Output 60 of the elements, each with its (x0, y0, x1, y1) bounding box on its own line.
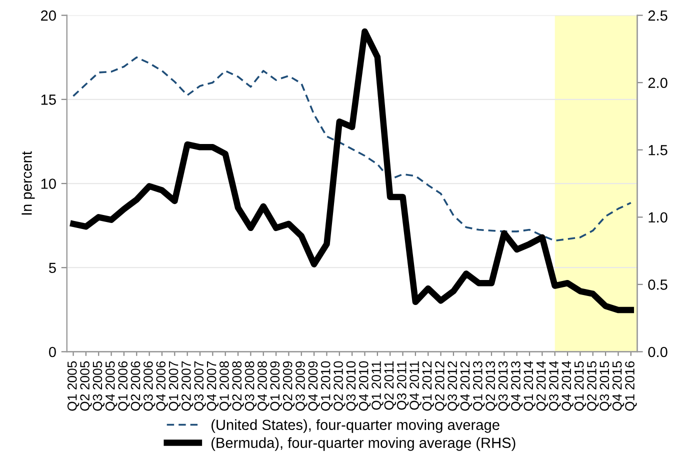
y-tick-label: 5 (48, 262, 56, 274)
x-tick-label: Q3 2011 (396, 361, 409, 410)
x-tick-label: Q3 2005 (92, 361, 105, 411)
x-tick-label: Q4 2015 (612, 361, 624, 411)
x-tick-label: Q3 2008 (244, 361, 257, 411)
x-tick-label: Q3 2010 (346, 361, 358, 411)
x-tick-label: Q2 2015 (587, 361, 599, 411)
y2-tick-label: 0.0 (648, 346, 668, 358)
x-tick-label: Q2 2009 (282, 361, 295, 411)
x-tick-label: Q2 2012 (435, 361, 447, 411)
x-tick-label: Q4 2013 (511, 361, 523, 411)
y2-tick-label: 2.5 (648, 10, 668, 21)
x-tick-label: Q4 2012 (460, 361, 472, 411)
y2-tick-label: 1.5 (648, 145, 668, 156)
x-tick-label: Q1 2011 (372, 361, 384, 410)
x-tick-label: Q4 2007 (206, 361, 219, 411)
x-tick-label: Q4 2006 (156, 361, 168, 411)
x-tick-label: Q1 2007 (168, 361, 181, 411)
legend-label: (Bermuda), four-quarter moving average (RHS) (212, 437, 516, 451)
x-tick-label: Q1 2016 (625, 361, 637, 411)
x-tick-label: Q3 2013 (498, 361, 510, 411)
x-tick-label: Q4 2008 (258, 361, 270, 411)
x-tick-label: Q3 2012 (448, 361, 460, 411)
x-tick-label: Q3 2009 (296, 361, 308, 411)
x-tick-label: Q2 2014 (536, 361, 548, 411)
x-tick-label: Q2 2005 (80, 361, 92, 411)
y-axis-title: In percent (22, 151, 35, 215)
x-tick-label: Q4 2005 (105, 361, 118, 411)
x-tick-label: Q2 2007 (182, 361, 194, 411)
x-tick-label: Q2 2013 (486, 361, 498, 411)
x-tick-label: Q1 2014 (524, 361, 536, 411)
x-tick-label: Q1 2010 (320, 361, 333, 411)
x-tick-label: Q3 2006 (144, 361, 156, 411)
x-tick-label: Q2 2006 (130, 361, 143, 411)
x-tick-label: Q4 2010 (358, 361, 371, 411)
x-tick-label: Q2 2010 (334, 361, 346, 411)
line-series (72, 56, 632, 242)
x-tick-label: Q2 2008 (232, 361, 244, 411)
x-tick-label: Q3 2015 (600, 361, 612, 411)
x-tick-label: Q1 2008 (220, 361, 232, 411)
x-tick-label: Q4 2011 (410, 361, 422, 410)
x-tick-label: Q3 2007 (194, 361, 206, 411)
x-tick-label: Q4 2009 (308, 361, 320, 411)
y2-tick-label: 0.5 (648, 280, 668, 290)
x-tick-label: Q1 2006 (118, 361, 130, 411)
y-tick-label: 15 (41, 94, 56, 105)
y2-tick-label: 2.0 (648, 78, 668, 88)
y-tick-label: 20 (41, 10, 56, 21)
x-tick-label: Q1 2012 (422, 361, 434, 411)
y-tick-label: 0 (48, 346, 56, 358)
x-tick-label: Q1 2005 (67, 361, 80, 411)
x-tick-label: Q2 2011 (384, 361, 396, 410)
x-tick-label: Q1 2009 (270, 361, 282, 411)
legend-label: (United States), four-quarter moving average (212, 419, 500, 433)
x-tick-label: Q1 2013 (473, 361, 485, 411)
y-tick-label: 10 (41, 178, 56, 189)
x-tick-label: Q3 2014 (549, 361, 561, 411)
x-tick-label: Q4 2014 (562, 361, 574, 411)
x-tick-label: Q1 2015 (574, 361, 586, 411)
y2-tick-label: 1.0 (648, 212, 668, 223)
